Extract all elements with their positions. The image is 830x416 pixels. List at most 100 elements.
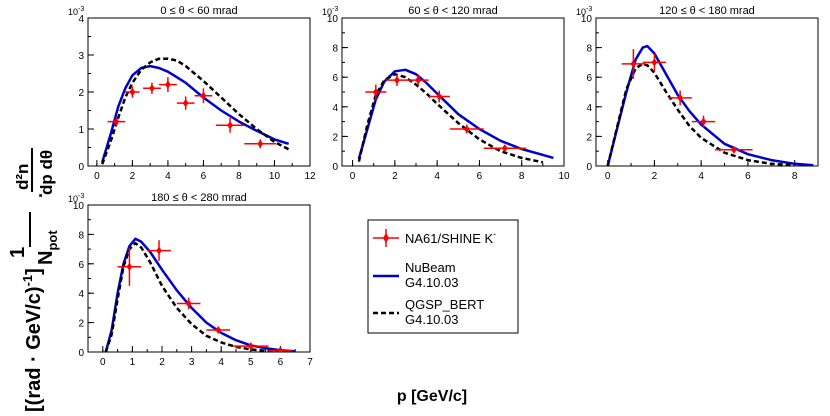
data-point: [107, 117, 126, 127]
data-marker: [164, 80, 171, 89]
legend-label-qgsp-version: G4.10.03: [405, 312, 459, 327]
data-point: [176, 96, 195, 110]
x-tick-label: 10: [269, 171, 281, 182]
data-point: [268, 346, 293, 352]
data-point: [117, 247, 142, 286]
panel-title: 180 ≤ θ < 280 mrad: [151, 192, 247, 204]
x-tick-label: 6: [745, 171, 751, 182]
data-point: [621, 49, 646, 79]
legend-data-marker: [373, 229, 399, 247]
y-exponent: 10-3: [68, 6, 84, 17]
x-tick-label: 12: [304, 171, 316, 182]
x-tick-label: 4: [165, 171, 171, 182]
y-tick-label: 1: [78, 125, 84, 136]
data-marker: [126, 262, 133, 271]
series-nubeam-line: [101, 64, 290, 163]
legend-label-nubeam: NuBeam: [405, 260, 456, 275]
data-marker: [651, 58, 658, 67]
data-marker: [393, 76, 400, 85]
data-marker: [148, 84, 155, 93]
y-tick-label: 10: [327, 14, 339, 25]
data-point: [483, 144, 526, 153]
x-tick-label: 4: [218, 357, 224, 368]
y-tick-label: 8: [78, 230, 84, 241]
y-tick-label: 0: [78, 162, 84, 173]
y-tick-label: 2: [78, 88, 84, 99]
data-point: [642, 53, 667, 72]
x-tick-label: 6: [278, 357, 284, 368]
data-point: [386, 74, 408, 87]
legend-label-nubeam-version: G4.10.03: [405, 275, 459, 290]
panel-title: 120 ≤ θ < 180 mrad: [659, 5, 755, 17]
x-tick-label: 6: [477, 171, 483, 182]
y-tick-label: 8: [332, 44, 338, 55]
data-point: [206, 325, 231, 334]
plot-frame: [87, 204, 311, 353]
y-tick-label: 10: [581, 14, 593, 25]
y-exponent: 10-3: [68, 193, 84, 204]
x-tick-label: 1: [130, 357, 136, 368]
data-point: [215, 117, 245, 133]
data-marker: [415, 76, 422, 85]
y-tick-label: 2: [586, 132, 592, 143]
panel-title: 0 ≤ θ < 60 mrad: [160, 5, 237, 17]
data-point: [143, 82, 161, 94]
data-point: [715, 145, 753, 154]
data-point: [159, 77, 177, 92]
ylabel-npot: Npot: [35, 230, 60, 265]
data-marker: [113, 117, 120, 126]
y-axis-label: [(rad · GeV/c)-1]: [20, 268, 45, 412]
data-point: [147, 240, 171, 261]
y-tick-label: 2: [78, 319, 84, 330]
data-point: [668, 90, 692, 106]
x-tick-label: 7: [307, 357, 313, 368]
data-marker: [463, 125, 470, 133]
y-tick-label: 6: [586, 73, 592, 84]
data-marker: [182, 99, 189, 108]
y-exponent: 10-3: [322, 6, 338, 17]
y-exponent: 10-3: [576, 6, 592, 17]
x-tick-label: 8: [792, 171, 798, 182]
y-tick-label: 3: [78, 51, 84, 62]
y-tick-label: 10: [73, 201, 85, 212]
y-tick-label: 2: [332, 132, 338, 143]
legend-label-qgsp: QGSP_BERT: [405, 297, 484, 312]
data-point: [428, 90, 450, 103]
data-point: [365, 84, 387, 100]
x-tick-label: 5: [248, 357, 254, 368]
x-tick-label: 4: [434, 171, 440, 182]
data-marker: [700, 117, 707, 126]
series-qgsp-line: [104, 241, 281, 352]
x-tick-label: 8: [236, 171, 242, 182]
y-tick-label: 0: [332, 162, 338, 173]
data-marker: [129, 88, 136, 96]
x-tick-label: 3: [189, 357, 195, 368]
x-tick-label: 8: [519, 171, 525, 182]
plot-area: [104, 237, 296, 352]
series-qgsp-line: [606, 62, 795, 166]
ylabel-one: 1: [7, 247, 29, 258]
data-marker: [257, 139, 264, 148]
data-marker: [501, 144, 508, 153]
y-tick-label: 4: [78, 14, 84, 25]
x-tick-label: 2: [130, 171, 136, 182]
data-marker: [215, 325, 222, 334]
y-tick-label: 0: [586, 162, 592, 173]
plot-frame: [595, 17, 819, 167]
plot-area: [357, 68, 554, 164]
legend: NA61/SHINE K- NuBeam G4.10.03 QGSP_BERT …: [367, 219, 519, 334]
data-marker: [227, 121, 234, 130]
ylabel-units: [(rad · GeV/c)-1]: [20, 268, 45, 412]
y-tick-label: 4: [586, 103, 592, 114]
data-point: [194, 88, 213, 104]
data-point: [407, 74, 429, 87]
x-tick-label: 2: [392, 171, 398, 182]
x-tick-label: 4: [698, 171, 704, 182]
x-tick-label: 2: [159, 357, 165, 368]
data-marker: [677, 93, 684, 102]
data-point: [691, 115, 716, 128]
series-nubeam-line: [357, 68, 554, 160]
